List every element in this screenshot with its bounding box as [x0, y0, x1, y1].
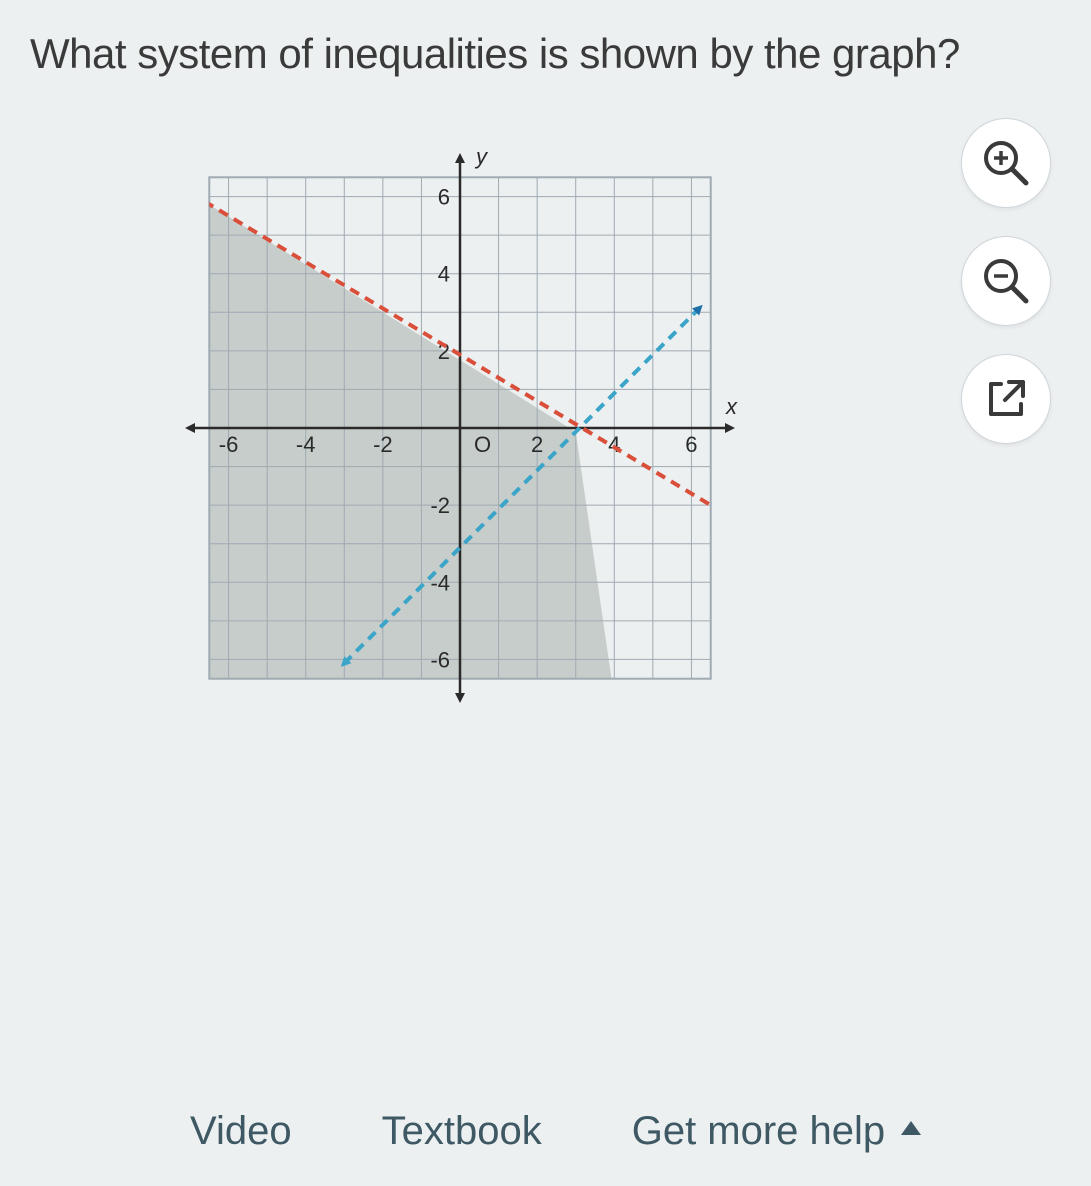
- svg-text:4: 4: [608, 432, 620, 457]
- caret-up-icon: [901, 1121, 921, 1135]
- graph-container: -6-4-2246-6-4-2246Oyx: [150, 118, 770, 738]
- svg-text:2: 2: [531, 432, 543, 457]
- popout-button[interactable]: [961, 354, 1051, 444]
- graph-toolbox: [951, 118, 1061, 444]
- video-label: Video: [190, 1109, 292, 1154]
- svg-text:6: 6: [685, 432, 697, 457]
- question-text: What system of inequalities is shown by …: [30, 30, 1061, 78]
- svg-text:-6: -6: [430, 647, 450, 672]
- svg-text:x: x: [725, 394, 738, 419]
- footer-links: Video Textbook Get more help: [30, 1081, 1061, 1186]
- zoom-out-icon: [980, 255, 1032, 307]
- inequality-graph: -6-4-2246-6-4-2246Oyx: [150, 118, 770, 738]
- svg-text:-2: -2: [373, 432, 393, 457]
- more-help-label: Get more help: [632, 1109, 885, 1154]
- video-link[interactable]: Video: [190, 1109, 292, 1154]
- content-row: -6-4-2246-6-4-2246Oyx: [30, 118, 1061, 738]
- zoom-in-button[interactable]: [961, 118, 1051, 208]
- svg-text:-6: -6: [219, 432, 239, 457]
- textbook-link[interactable]: Textbook: [382, 1109, 542, 1154]
- page-container: What system of inequalities is shown by …: [0, 0, 1091, 1186]
- textbook-label: Textbook: [382, 1109, 542, 1154]
- zoom-out-button[interactable]: [961, 236, 1051, 326]
- more-help-link[interactable]: Get more help: [632, 1109, 921, 1154]
- popout-icon: [983, 376, 1029, 422]
- svg-text:-4: -4: [296, 432, 316, 457]
- svg-text:O: O: [474, 432, 491, 457]
- svg-text:4: 4: [438, 262, 450, 287]
- svg-text:y: y: [474, 144, 489, 169]
- svg-text:6: 6: [438, 185, 450, 210]
- svg-text:-2: -2: [430, 493, 450, 518]
- zoom-in-icon: [980, 137, 1032, 189]
